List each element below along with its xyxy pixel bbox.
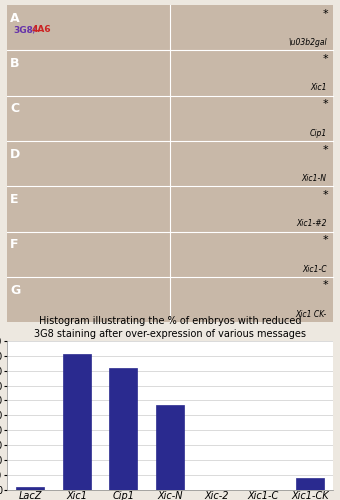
Text: C: C <box>10 102 19 116</box>
Title: Histogram illustrating the % of embryos with reduced
3G8 staining after over-exp: Histogram illustrating the % of embryos … <box>34 316 306 338</box>
Text: Xic1-N: Xic1-N <box>302 174 327 183</box>
Text: 3G8/: 3G8/ <box>13 26 36 35</box>
Text: 4A6: 4A6 <box>31 26 51 35</box>
Text: F: F <box>10 238 19 252</box>
Text: *: * <box>323 99 328 109</box>
Text: G: G <box>10 284 20 296</box>
Text: Xic1 CK-: Xic1 CK- <box>295 310 327 319</box>
Text: E: E <box>10 193 19 206</box>
Text: Xic1-#2: Xic1-#2 <box>296 220 327 228</box>
Bar <box>16 487 44 490</box>
Bar <box>109 368 137 490</box>
Text: *: * <box>323 235 328 245</box>
Text: *: * <box>323 144 328 154</box>
Text: D: D <box>10 148 20 160</box>
Text: A: A <box>10 12 20 25</box>
Text: B: B <box>10 57 20 70</box>
Text: *: * <box>323 8 328 18</box>
Text: Cip1: Cip1 <box>309 128 327 138</box>
Bar <box>63 354 91 490</box>
Bar <box>156 405 184 490</box>
Text: *: * <box>323 54 328 64</box>
Bar <box>296 478 324 490</box>
Text: Xic1-C: Xic1-C <box>302 264 327 274</box>
Text: \u03b2gal: \u03b2gal <box>288 38 327 47</box>
Text: Xic1: Xic1 <box>310 84 327 92</box>
Text: *: * <box>323 280 328 290</box>
Text: *: * <box>323 190 328 200</box>
